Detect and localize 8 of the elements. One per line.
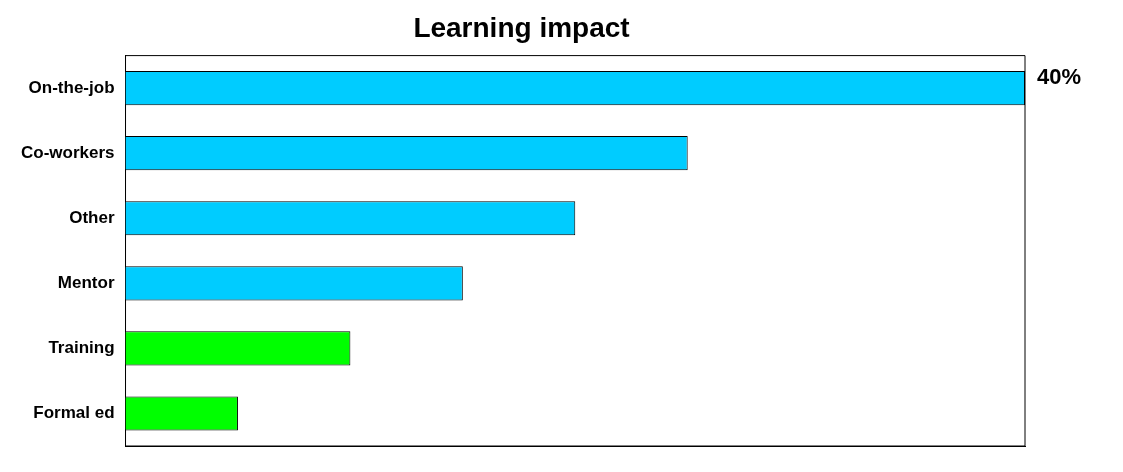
- y-tick-label: Co-workers: [20, 142, 115, 162]
- y-tick-label: Other: [69, 207, 115, 227]
- data-label: 40%: [1037, 64, 1082, 90]
- chart-title: Learning impact: [413, 11, 630, 43]
- y-tick-label: Mentor: [57, 273, 115, 293]
- y-tick-label: On-the-job: [28, 77, 115, 97]
- y-tick-label: Formal ed: [33, 403, 115, 423]
- y-tick-label: Training: [48, 338, 115, 358]
